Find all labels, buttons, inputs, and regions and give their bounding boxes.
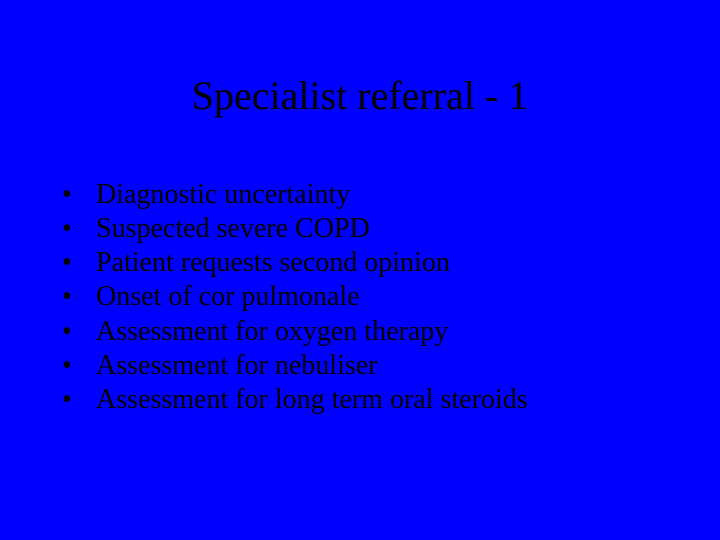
list-item: • Onset of cor pulmonale [62, 280, 528, 314]
slide-title: Specialist referral - 1 [0, 72, 720, 119]
slide: Specialist referral - 1 • Diagnostic unc… [0, 0, 720, 540]
bullet-icon: • [62, 212, 96, 246]
bullet-icon: • [62, 178, 96, 212]
bullet-text: Assessment for long term oral steroids [96, 383, 528, 417]
bullet-text: Onset of cor pulmonale [96, 280, 360, 314]
bullet-text: Assessment for oxygen therapy [96, 315, 448, 349]
bullet-list: • Diagnostic uncertainty • Suspected sev… [62, 178, 528, 417]
bullet-icon: • [62, 349, 96, 383]
bullet-text: Diagnostic uncertainty [96, 178, 350, 212]
list-item: • Assessment for long term oral steroids [62, 383, 528, 417]
bullet-icon: • [62, 280, 96, 314]
list-item: • Suspected severe COPD [62, 212, 528, 246]
bullet-text: Patient requests second opinion [96, 246, 450, 280]
list-item: • Assessment for nebuliser [62, 349, 528, 383]
list-item: • Patient requests second opinion [62, 246, 528, 280]
bullet-icon: • [62, 315, 96, 349]
bullet-icon: • [62, 383, 96, 417]
list-item: • Assessment for oxygen therapy [62, 315, 528, 349]
bullet-text: Assessment for nebuliser [96, 349, 378, 383]
list-item: • Diagnostic uncertainty [62, 178, 528, 212]
bullet-icon: • [62, 246, 96, 280]
bullet-text: Suspected severe COPD [96, 212, 370, 246]
